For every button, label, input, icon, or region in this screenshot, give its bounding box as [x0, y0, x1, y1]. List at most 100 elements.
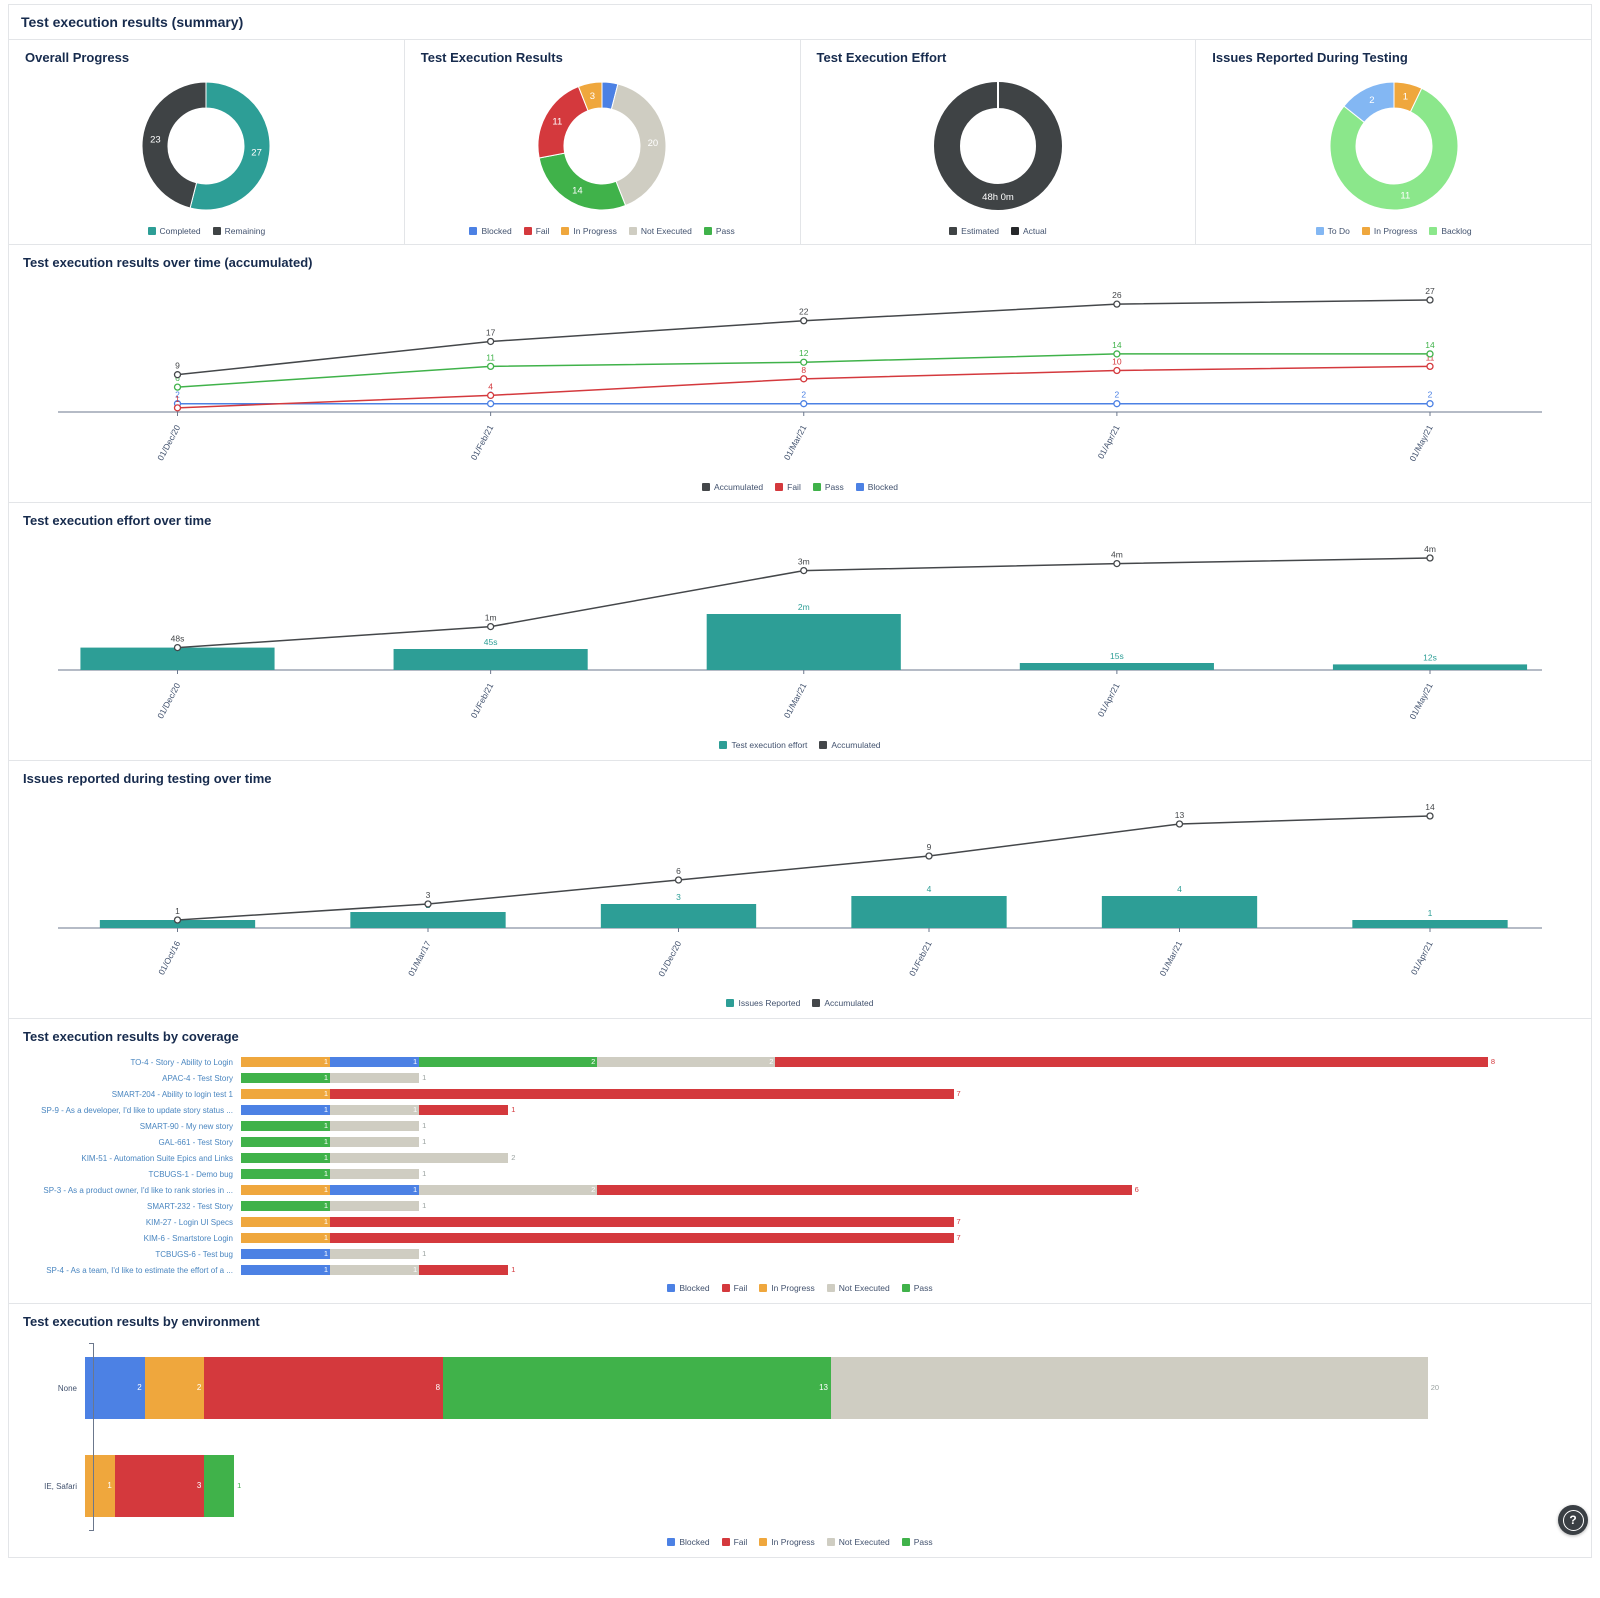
- issue-link[interactable]: SP-9 - As a developer, I'd like to updat…: [23, 1106, 241, 1115]
- section-title: Test execution effort over time: [23, 513, 1577, 528]
- legend-item: Accumulated: [819, 740, 880, 750]
- section-coverage: Test execution results by coverage TO-4 …: [9, 1018, 1591, 1303]
- section-results-over-time: Test execution results over time (accumu…: [9, 244, 1591, 502]
- section-title: Test execution results over time (accumu…: [23, 255, 1577, 270]
- data-point: [1177, 821, 1183, 827]
- value-label: 1m: [485, 613, 497, 623]
- legend-item: Backlog: [1429, 226, 1471, 236]
- legend-item: Accumulated: [812, 998, 873, 1008]
- segment-inProgress: 2: [145, 1357, 205, 1419]
- value-label: 4m: [1111, 550, 1123, 560]
- issue-link[interactable]: GAL-661 - Test Story: [23, 1138, 241, 1147]
- legend-item: Issues Reported: [726, 998, 800, 1008]
- segment-fail: [330, 1089, 953, 1099]
- segment-value: 1: [422, 1074, 426, 1082]
- value-label: 45s: [484, 637, 498, 647]
- category-label: 01/Mar/17: [406, 939, 433, 978]
- bar: [394, 649, 588, 670]
- issue-link[interactable]: TCBUGS-6 - Test bug: [23, 1250, 241, 1259]
- help-button[interactable]: ?: [1558, 1505, 1588, 1535]
- category-label: 01/Apr/21: [1095, 423, 1121, 460]
- issue-link[interactable]: SMART-232 - Test Story: [23, 1202, 241, 1211]
- segment-pass: 2: [419, 1057, 597, 1067]
- category-label: 01/Apr/21: [1095, 681, 1121, 718]
- issue-link[interactable]: TCBUGS-1 - Demo bug: [23, 1170, 241, 1179]
- issue-link[interactable]: SP-4 - As a team, I'd like to estimate t…: [23, 1266, 241, 1275]
- value-label: 6: [676, 866, 681, 876]
- issue-link[interactable]: KIM-6 - Smartstore Login: [23, 1234, 241, 1243]
- segment-value: 1: [422, 1202, 426, 1210]
- legend-swatch: [667, 1538, 675, 1546]
- segment-value: 7: [957, 1218, 961, 1226]
- legend-label: In Progress: [1374, 226, 1417, 236]
- segment-pass: 1: [241, 1137, 330, 1147]
- segment-fail: [775, 1057, 1488, 1067]
- value-label: 2: [801, 390, 806, 400]
- segment-pass: 1: [241, 1073, 330, 1083]
- value-label: 14: [1425, 340, 1435, 350]
- data-point: [1427, 297, 1433, 303]
- environment-label: IE, Safari: [23, 1482, 85, 1491]
- legend-swatch: [949, 227, 957, 235]
- issue-link[interactable]: TO-4 - Story - Ability to Login: [23, 1058, 241, 1067]
- legend-swatch: [775, 483, 783, 491]
- donut-slice-Pass: [539, 153, 625, 210]
- legend-item: Not Executed: [827, 1283, 890, 1293]
- data-point: [801, 318, 807, 324]
- section-environment: Test execution results by environment No…: [9, 1303, 1591, 1557]
- segment-pass: 1: [241, 1169, 330, 1179]
- legend-item: Estimated: [949, 226, 999, 236]
- category-label: 01/Dec/20: [656, 939, 683, 978]
- segment-value: 1: [422, 1250, 426, 1258]
- segment-pass: 13: [443, 1357, 831, 1419]
- legend-item: Not Executed: [629, 226, 692, 236]
- issue-link[interactable]: SMART-90 - My new story: [23, 1122, 241, 1131]
- legend-item: Pass: [902, 1537, 933, 1547]
- legend-label: Pass: [825, 482, 844, 492]
- legend-label: Blocked: [679, 1283, 709, 1293]
- segment-inProgress: 1: [85, 1455, 115, 1517]
- segment-value: 20: [1431, 1384, 1439, 1392]
- legend-item: In Progress: [759, 1537, 814, 1547]
- bar: [851, 896, 1006, 928]
- coverage-row: SP-4 - As a team, I'd like to estimate t…: [23, 1262, 1577, 1278]
- issue-link[interactable]: KIM-27 - Login UI Specs: [23, 1218, 241, 1227]
- execution-effort-legend: Estimated Actual: [817, 226, 1180, 236]
- legend-label: Fail: [734, 1283, 748, 1293]
- value-label: 4: [1177, 884, 1182, 894]
- issue-link[interactable]: APAC-4 - Test Story: [23, 1074, 241, 1083]
- data-point: [175, 917, 181, 923]
- segment-value: 8: [436, 1384, 443, 1392]
- panel-title: Issues Reported During Testing: [1212, 50, 1575, 65]
- question-mark-icon: ?: [1563, 1510, 1584, 1531]
- value-label: 48s: [171, 634, 185, 644]
- value-label: 11: [1400, 191, 1410, 202]
- legend-swatch: [819, 741, 827, 749]
- legend-swatch: [469, 227, 477, 235]
- legend-item: In Progress: [759, 1283, 814, 1293]
- legend-item: Actual: [1011, 226, 1047, 236]
- donut-slice-Fail: [538, 86, 588, 157]
- segment-blocked: 1: [241, 1105, 330, 1115]
- page-title: Test execution results (summary): [9, 5, 1591, 40]
- data-point: [488, 392, 494, 398]
- segment-notExecuted: [330, 1201, 419, 1211]
- legend-item: Accumulated: [702, 482, 763, 492]
- issue-link[interactable]: SMART-204 - Ability to login test 1: [23, 1090, 241, 1099]
- segment-value: 1: [422, 1170, 426, 1178]
- data-point: [1114, 561, 1120, 567]
- issue-link[interactable]: KIM-51 - Automation Suite Epics and Link…: [23, 1154, 241, 1163]
- issue-link[interactable]: SP-3 - As a product owner, I'd like to r…: [23, 1186, 241, 1195]
